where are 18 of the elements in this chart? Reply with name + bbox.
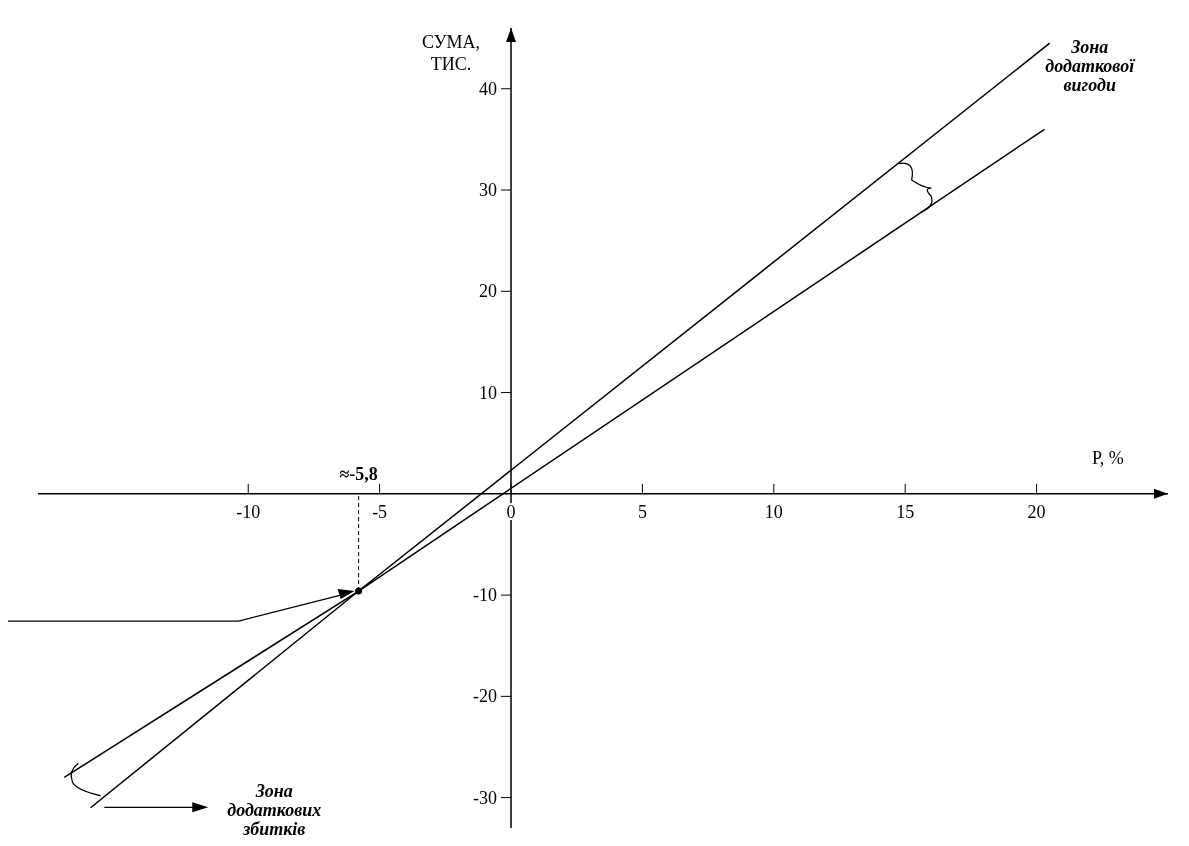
x-tick-label: 15 bbox=[896, 501, 915, 522]
y-tick-label: -20 bbox=[473, 686, 498, 707]
annotation: Зона додаткових збитків bbox=[227, 781, 322, 840]
y-tick-label: 30 bbox=[479, 180, 498, 201]
x-tick-label: 20 bbox=[1027, 501, 1046, 522]
annotation: Зона додаткової вигоди bbox=[1045, 37, 1136, 96]
x-tick-label: 10 bbox=[764, 501, 783, 522]
x-tick-label: 5 bbox=[637, 501, 647, 522]
x-axis-title: Р, % bbox=[1092, 447, 1124, 468]
y-tick-label: -30 bbox=[473, 787, 498, 808]
y-axis-title: СУМА, ТИС. bbox=[422, 32, 481, 74]
y-tick-label: 20 bbox=[479, 281, 498, 302]
x-tick-label: -10 bbox=[236, 501, 261, 522]
y-tick-label: 10 bbox=[479, 382, 498, 403]
annotation: ≈-5,8 bbox=[339, 463, 378, 484]
x-tick-label: -5 bbox=[372, 501, 388, 522]
y-tick-label: -10 bbox=[473, 585, 498, 606]
y-tick-label: 40 bbox=[479, 78, 498, 99]
